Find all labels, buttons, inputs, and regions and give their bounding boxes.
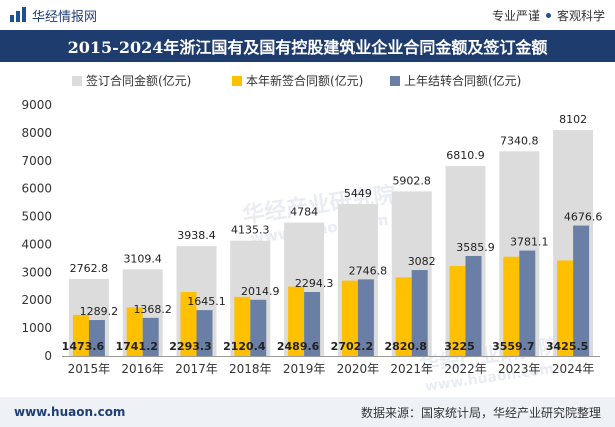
- data-label-carried-over: 3082: [408, 255, 436, 268]
- legend-swatch: [72, 76, 82, 86]
- bar-carried-over: [357, 279, 374, 356]
- bar-new-contract: [180, 292, 197, 356]
- y-tick-label: 7000: [21, 154, 52, 168]
- legend-label: 上年结转合同额(亿元): [404, 73, 521, 88]
- bar-new-contract: [341, 280, 358, 356]
- bar-carried-over: [142, 317, 159, 356]
- bar-new-contract: [449, 266, 466, 356]
- data-label-total: 8102: [559, 113, 587, 126]
- x-tick-label: 2018年: [229, 362, 272, 376]
- data-label-carried-over: 4676.6: [564, 211, 603, 224]
- bar-carried-over: [250, 299, 267, 356]
- top-bar: 华经情报网 专业严谨 客观科学: [0, 0, 615, 30]
- y-tick-label: 0: [44, 349, 52, 363]
- chart-title: 2015-2024年浙江国有及国有控股建筑业企业合同金额及签订金额: [67, 38, 548, 57]
- data-label-new-contract: 2489.6: [277, 340, 320, 353]
- data-label-new-contract: 2820.8: [384, 340, 426, 353]
- x-tick-label: 2024年: [552, 362, 595, 376]
- data-label-new-contract: 1473.6: [62, 340, 105, 353]
- data-label-total: 3938.4: [177, 229, 216, 242]
- data-label-total: 7340.8: [500, 134, 539, 147]
- x-tick-label: 2019年: [283, 362, 326, 376]
- data-label-new-contract: 2293.3: [169, 340, 211, 353]
- x-tick-label: 2021年: [390, 362, 433, 376]
- data-label-new-contract: 2120.4: [223, 340, 266, 353]
- bar-carried-over: [573, 225, 590, 356]
- data-label-carried-over: 3585.9: [456, 241, 495, 254]
- data-label-carried-over: 1645.1: [187, 295, 226, 308]
- data-label-carried-over: 3781.1: [510, 236, 549, 249]
- bar-new-contract: [395, 277, 412, 356]
- bar-new-contract: [72, 314, 89, 356]
- x-tick-label: 2015年: [68, 362, 111, 376]
- chart-title-bar: 2015-2024年浙江国有及国有控股建筑业企业合同金额及签订金额: [0, 30, 615, 62]
- slogan: 专业严谨 客观科学: [492, 7, 605, 24]
- x-tick-label: 2017年: [175, 362, 218, 376]
- slogan-tag-1: 专业严谨: [491, 8, 540, 23]
- brand[interactable]: 华经情报网: [10, 6, 97, 25]
- slogan-tag-2: 客观科学: [556, 8, 605, 23]
- bar-carried-over: [411, 270, 428, 356]
- data-label-carried-over: 2014.9: [241, 285, 280, 298]
- bar-chart: 华经产业研究院www.huaon.com华经产业研究院www.huaon.com…: [21, 73, 603, 395]
- bar-chart-logo-icon: [10, 7, 26, 23]
- footer-source: 数据来源：国家统计局，华经产业研究院整理: [360, 405, 601, 420]
- y-tick-label: 9000: [21, 98, 52, 112]
- x-tick-label: 2016年: [121, 362, 164, 376]
- bar-carried-over: [304, 292, 321, 356]
- y-tick-label: 2000: [21, 293, 52, 307]
- y-tick-label: 5000: [21, 210, 52, 224]
- data-label-carried-over: 1289.2: [80, 305, 119, 318]
- data-label-new-contract: 3425.5: [546, 340, 588, 353]
- data-label-total: 5449: [344, 187, 372, 200]
- x-tick-label: 2022年: [444, 362, 487, 376]
- legend-label: 签订合同金额(亿元): [86, 73, 191, 88]
- bar-new-contract: [126, 307, 143, 356]
- y-tick-label: 6000: [21, 182, 52, 196]
- legend-label: 本年新签合同额(亿元): [246, 73, 363, 88]
- legend-swatch: [390, 76, 400, 86]
- x-tick-label: 2023年: [498, 362, 541, 376]
- y-tick-label: 1000: [21, 321, 52, 335]
- y-tick-label: 3000: [21, 265, 52, 279]
- y-tick-label: 4000: [21, 237, 52, 251]
- data-label-new-contract: 2702.2: [331, 340, 373, 353]
- data-label-new-contract: 3225: [444, 340, 475, 353]
- bar-carried-over: [88, 320, 105, 356]
- footer: www.huaon.com 数据来源：国家统计局，华经产业研究院整理: [0, 397, 615, 427]
- bar-carried-over: [465, 255, 482, 356]
- legend-swatch: [232, 76, 242, 86]
- data-label-total: 5902.8: [392, 174, 431, 187]
- data-label-total: 3109.4: [123, 252, 162, 265]
- separator-dot-icon: [545, 12, 551, 18]
- data-label-total: 4135.3: [231, 224, 270, 237]
- data-label-new-contract: 1741.2: [115, 340, 157, 353]
- data-label-carried-over: 2746.8: [349, 264, 388, 277]
- bar-carried-over: [519, 250, 536, 356]
- bar-new-contract: [288, 286, 305, 356]
- brand-name: 华经情报网: [32, 9, 98, 25]
- footer-site-link[interactable]: www.huaon.com: [14, 405, 126, 419]
- data-label-carried-over: 2294.3: [295, 277, 334, 290]
- bar-carried-over: [196, 310, 213, 356]
- data-label-carried-over: 1368.2: [133, 303, 172, 316]
- data-label-total: 6810.9: [446, 149, 485, 162]
- bar-new-contract: [503, 256, 520, 356]
- data-label-total: 2762.8: [70, 262, 109, 275]
- x-tick-label: 2020年: [337, 362, 380, 376]
- bar-new-contract: [234, 296, 251, 356]
- y-tick-label: 8000: [21, 126, 52, 140]
- bar-new-contract: [557, 260, 574, 356]
- data-label-total: 4784: [290, 206, 318, 219]
- data-label-new-contract: 3559.7: [492, 340, 534, 353]
